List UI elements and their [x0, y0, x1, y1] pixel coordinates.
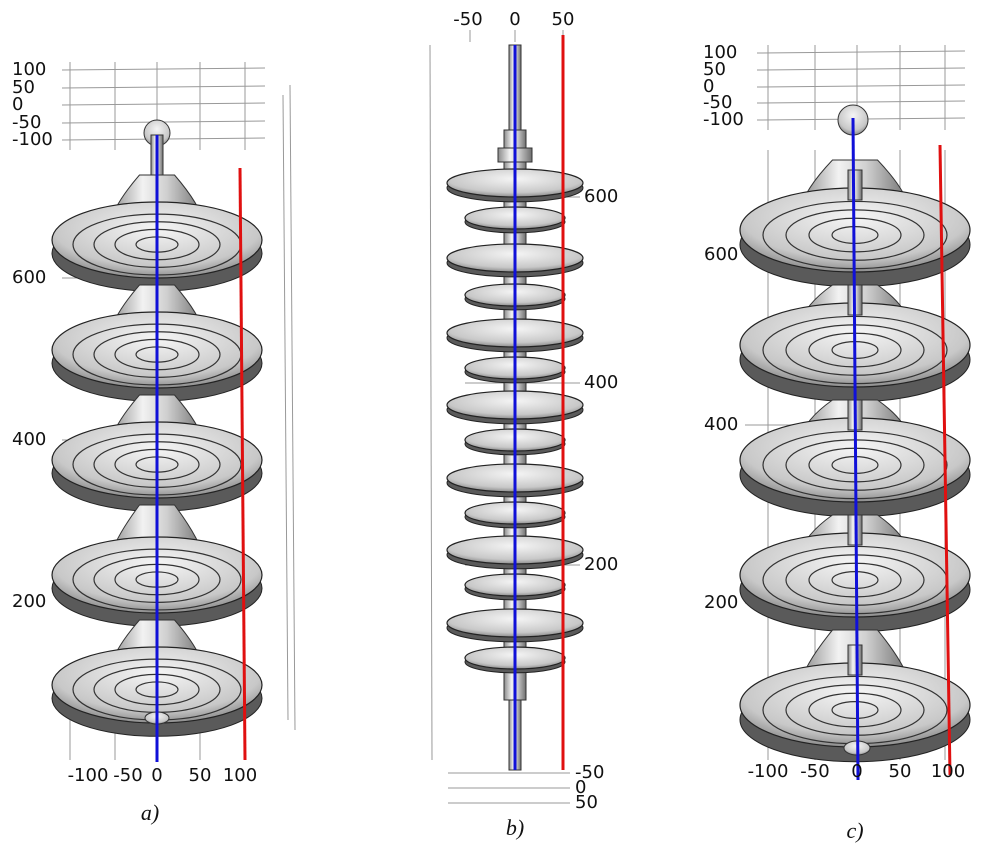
- side-axis-label: 400: [704, 414, 738, 435]
- top-axis-label: -50: [453, 9, 482, 30]
- disc-ring: [785, 684, 925, 736]
- side-axis-label: 200: [584, 554, 618, 575]
- top-axis-label: 0: [703, 76, 714, 97]
- panel-caption: a): [141, 800, 159, 825]
- bottom-axis-label: -100: [748, 761, 789, 782]
- grid-line: [756, 84, 966, 88]
- bottom-axis-label: 0: [575, 777, 586, 798]
- renderings: [51, 30, 971, 804]
- side-axis-label: 600: [584, 186, 618, 207]
- side-axis-label: 600: [12, 267, 46, 288]
- grid-line: [61, 67, 266, 71]
- bottom-axis-label: -50: [800, 761, 829, 782]
- grid-line: [282, 94, 289, 721]
- top-axis-label: 50: [552, 9, 575, 30]
- grid-line: [756, 100, 966, 104]
- axis-line: [851, 117, 860, 781]
- rod: [847, 644, 863, 676]
- disc-ring: [831, 701, 879, 720]
- bottom-axis-label: 50: [575, 792, 598, 813]
- side-axis-label: 200: [12, 591, 46, 612]
- grid-line: [756, 50, 966, 54]
- bottom-axis-label: 0: [851, 761, 862, 782]
- top-axis-label: -50: [12, 112, 41, 133]
- bottom-axis-label: 0: [151, 765, 162, 786]
- top-axis-label: 50: [12, 77, 35, 98]
- axis-line: [938, 144, 952, 776]
- top-axis-label: 0: [12, 94, 23, 115]
- panel-caption: c): [846, 818, 863, 843]
- bottom-axis-label: -50: [575, 762, 604, 783]
- top-axis-label: 100: [12, 59, 46, 80]
- top-axis-label: 0: [509, 9, 520, 30]
- grid-line: [756, 67, 966, 71]
- top-axis-label: -100: [12, 129, 53, 150]
- disc-ring: [808, 692, 902, 728]
- disc: [739, 662, 971, 748]
- side-axis-label: 400: [584, 372, 618, 393]
- side-axis-label: 600: [704, 244, 738, 265]
- bottom-axis-label: 100: [223, 765, 257, 786]
- axis-line: [238, 167, 247, 761]
- top-axis-label: -100: [703, 109, 744, 130]
- bottom-axis-label: -50: [113, 765, 142, 786]
- bottom-axis-label: 50: [189, 765, 212, 786]
- grid-line: [289, 84, 296, 731]
- grid-line: [429, 44, 433, 761]
- top-axis-label: 100: [703, 42, 737, 63]
- top-axis-label: 50: [703, 59, 726, 80]
- panel-caption: b): [506, 815, 524, 840]
- grid-line: [61, 85, 266, 89]
- bottom-axis-label: -100: [68, 765, 109, 786]
- top-axis-label: -50: [703, 92, 732, 113]
- bottom-axis-label: 50: [889, 761, 912, 782]
- bottom-axis-label: 100: [931, 761, 965, 782]
- side-axis-label: 200: [704, 592, 738, 613]
- grid-line: [61, 102, 266, 106]
- side-axis-label: 400: [12, 429, 46, 450]
